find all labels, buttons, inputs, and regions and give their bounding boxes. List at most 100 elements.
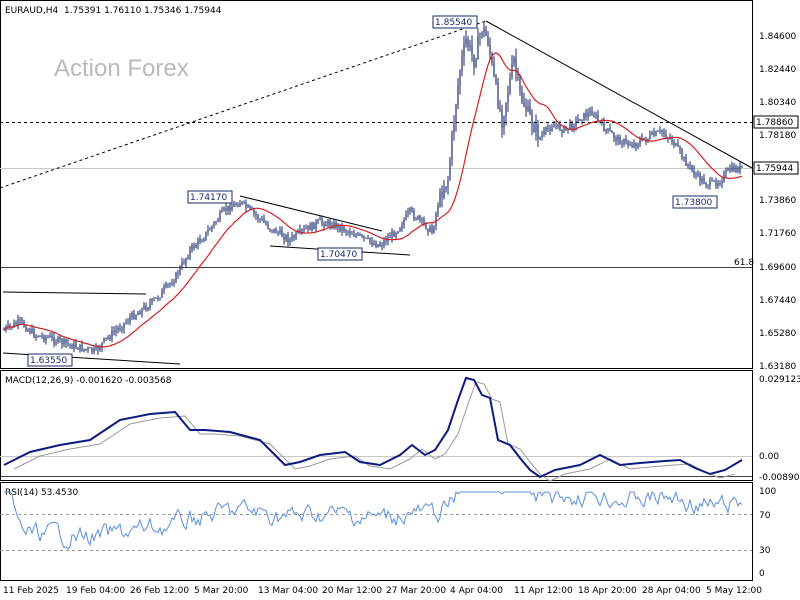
candle-body xyxy=(471,44,473,55)
candle-body xyxy=(533,125,535,133)
candle-body xyxy=(437,206,439,214)
candle-body xyxy=(347,231,349,233)
candle-body xyxy=(131,313,133,318)
candle-body xyxy=(279,230,281,233)
candle-body xyxy=(127,321,129,323)
candle-body xyxy=(145,305,147,310)
candle-body xyxy=(547,127,549,130)
candle-body xyxy=(453,123,455,134)
y-tick: 1.82440 xyxy=(759,65,796,75)
candle-body xyxy=(155,297,157,299)
macd-signal-line xyxy=(13,381,736,482)
candle-body xyxy=(411,208,413,211)
candle-body xyxy=(423,218,425,223)
candle-body xyxy=(493,62,495,77)
rsi-tick: 70 xyxy=(759,511,771,521)
candle-body xyxy=(215,221,217,223)
candle-body xyxy=(647,138,649,142)
candle-body xyxy=(175,272,177,283)
candle-body xyxy=(409,208,411,212)
candle-body xyxy=(295,232,297,238)
candle-body xyxy=(583,112,585,121)
rising-trend-line xyxy=(0,20,487,189)
candle-body xyxy=(483,28,485,33)
candle-body xyxy=(47,337,49,338)
candle-body xyxy=(73,343,75,349)
y-tick: 1.84600 xyxy=(759,32,796,42)
candle-body xyxy=(349,231,351,234)
time-axis: 11 Feb 2025 19 Feb 04:00 26 Feb 12:00 5 … xyxy=(3,586,762,596)
candle-body xyxy=(605,129,607,132)
x-tick: 11 Apr 12:00 xyxy=(514,586,573,596)
candle-body xyxy=(287,235,289,242)
moving-average-line xyxy=(3,52,743,348)
candle-body xyxy=(491,54,493,63)
candle-body xyxy=(419,215,421,220)
candle-body xyxy=(263,219,265,223)
candle-body xyxy=(105,337,107,339)
candle-body xyxy=(475,59,477,67)
candle-body xyxy=(247,205,249,208)
candle-body xyxy=(161,290,163,298)
candle-body xyxy=(457,86,459,106)
x-tick: 28 Apr 04:00 xyxy=(642,586,701,596)
candle-body xyxy=(139,312,141,315)
candle-body xyxy=(739,165,741,172)
candle-body xyxy=(153,298,155,300)
candle-body xyxy=(211,226,213,230)
candle-body xyxy=(195,244,197,248)
candle-body xyxy=(717,183,719,186)
candle-body xyxy=(9,324,11,327)
macd-title: MACD(12,26,9) -0.001620 -0.003568 xyxy=(5,376,172,386)
candle-body xyxy=(171,283,173,285)
current-price-badge: 1.75944 xyxy=(753,161,799,175)
candle-body xyxy=(115,330,117,333)
candle-body xyxy=(351,234,353,235)
candle-body xyxy=(659,130,661,132)
candle-body xyxy=(693,170,695,176)
candle-body xyxy=(233,203,235,207)
candle-body xyxy=(61,339,63,345)
x-tick: 5 Mar 20:00 xyxy=(194,586,249,596)
candle-body xyxy=(273,228,275,232)
rsi-title: RSI(14) 53.4530 xyxy=(5,488,78,498)
y-tick: 1.63180 xyxy=(759,362,796,372)
candle-body xyxy=(391,231,393,238)
candle-body xyxy=(671,138,673,142)
candle-body xyxy=(119,327,121,330)
candle-body xyxy=(13,322,15,328)
candle-body xyxy=(137,312,139,316)
candle-body xyxy=(327,220,329,225)
candle-body xyxy=(661,130,663,133)
candle-body xyxy=(501,109,503,128)
candle-body xyxy=(177,272,179,275)
candle-body xyxy=(489,44,491,55)
candle-body xyxy=(277,232,279,234)
candle-body xyxy=(93,348,95,353)
candle-body xyxy=(593,115,595,117)
candle-body xyxy=(359,233,361,236)
candle-body xyxy=(673,141,675,146)
candle-body xyxy=(571,122,573,129)
candle-body xyxy=(439,191,441,207)
candle-body xyxy=(425,223,427,229)
candle-body xyxy=(431,226,433,233)
candle-body xyxy=(369,237,371,242)
candle-body xyxy=(309,225,311,231)
candle-body xyxy=(401,225,403,228)
candle-body xyxy=(27,329,29,332)
candle-body xyxy=(389,237,391,238)
candle-body xyxy=(41,335,43,337)
candle-body xyxy=(581,120,583,122)
candle-body xyxy=(449,159,451,180)
label-swing-low: 1.70470 xyxy=(317,247,363,261)
candle-body xyxy=(479,35,481,37)
candle-body xyxy=(167,284,169,285)
candle-body xyxy=(561,130,563,133)
candle-body xyxy=(413,210,415,219)
candle-body xyxy=(675,143,677,146)
candle-body xyxy=(393,231,395,237)
candle-body xyxy=(357,233,359,235)
candle-body xyxy=(255,213,257,216)
